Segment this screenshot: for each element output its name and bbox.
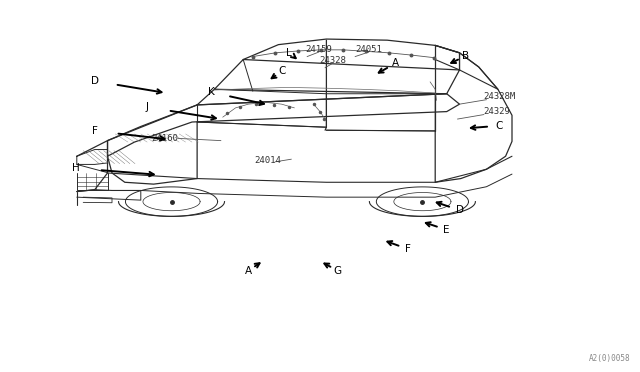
Text: D: D	[456, 205, 463, 215]
Text: F: F	[92, 126, 98, 136]
Text: C: C	[278, 67, 285, 76]
Text: 24051: 24051	[355, 45, 382, 54]
Text: E: E	[444, 225, 450, 235]
Text: D: D	[91, 76, 99, 86]
Text: 24329: 24329	[483, 107, 510, 116]
Text: A2(0)0058: A2(0)0058	[589, 354, 630, 363]
Text: B: B	[462, 51, 470, 61]
Text: 24160: 24160	[152, 134, 179, 143]
Text: L: L	[287, 48, 292, 58]
Text: F: F	[405, 244, 412, 254]
Text: 24328: 24328	[319, 56, 346, 65]
Text: C: C	[495, 121, 503, 131]
Text: A: A	[244, 266, 252, 276]
Text: 24328M: 24328M	[483, 92, 515, 101]
Text: 24014: 24014	[254, 156, 281, 165]
Text: A: A	[392, 58, 399, 68]
Text: 24159: 24159	[305, 45, 332, 54]
Text: H: H	[72, 163, 79, 173]
Text: J: J	[146, 102, 148, 112]
Text: K: K	[208, 87, 214, 97]
Text: G: G	[334, 266, 342, 276]
